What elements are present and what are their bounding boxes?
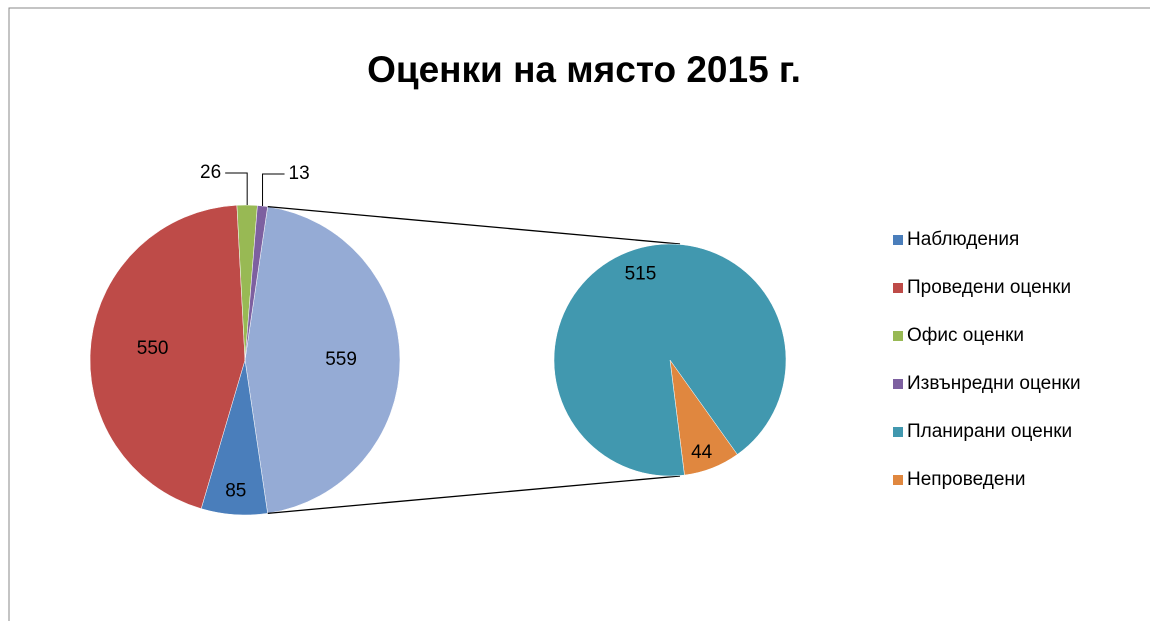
legend-label: Наблюдения (907, 229, 1019, 250)
pie-slice (244, 206, 401, 514)
legend-label: Офис оценки (907, 325, 1024, 346)
chart-frame (8, 7, 1150, 621)
data-label: 26 (200, 162, 221, 183)
data-label: 515 (625, 263, 657, 284)
data-label: 550 (137, 338, 169, 359)
pie-slice (553, 243, 787, 477)
legend-swatch (893, 427, 903, 437)
leader-line (262, 173, 285, 206)
legend-label: Непроведени (907, 469, 1026, 490)
leader-line (225, 172, 248, 206)
data-label: 559 (325, 349, 357, 370)
data-label: 13 (289, 163, 310, 184)
legend-swatch (893, 331, 903, 341)
data-label: 44 (691, 442, 713, 463)
legend-swatch (893, 283, 903, 293)
connector-line (267, 475, 681, 514)
legend-label: Планирани оценки (907, 421, 1072, 442)
data-label: 85 (225, 480, 246, 501)
chart-title: Оценки на място 2015 г. (367, 49, 801, 90)
legend-swatch (893, 379, 903, 389)
legend-swatch (893, 235, 903, 245)
connector-line (267, 206, 681, 245)
pie-slice (89, 204, 246, 509)
legend-label: Извънредни оценки (907, 373, 1081, 394)
legend-label: Проведени оценки (907, 277, 1071, 298)
legend-swatch (893, 475, 903, 485)
